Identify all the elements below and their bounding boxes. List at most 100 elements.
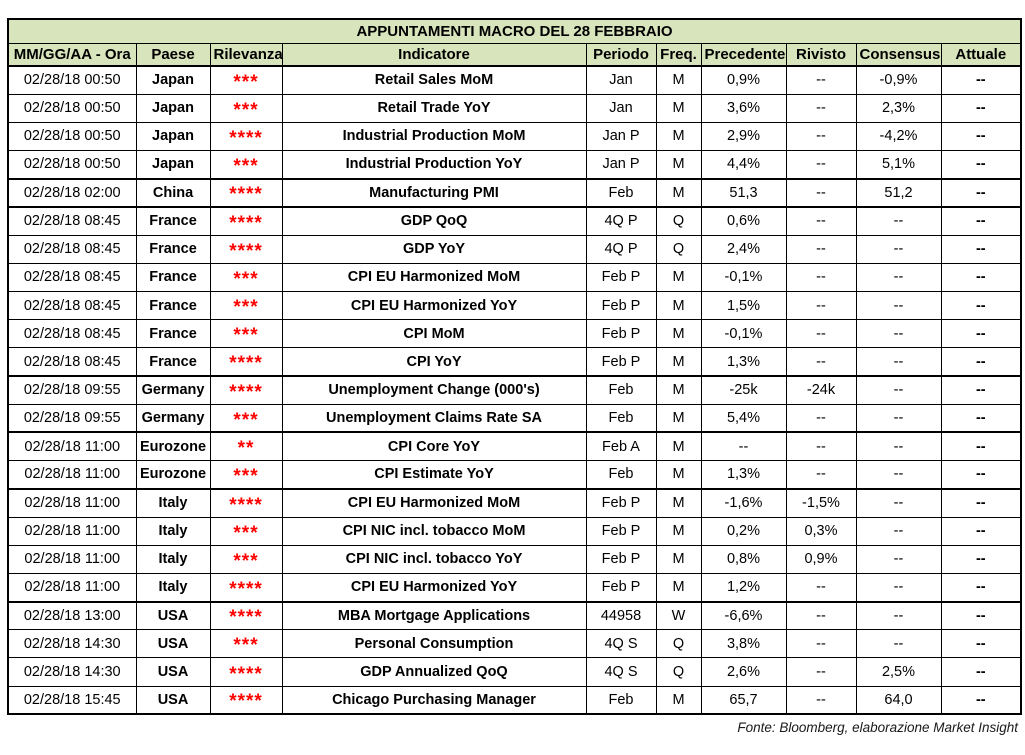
- actual-cell: --: [940, 319, 1022, 349]
- col-header-datetime: MM/GG/AA - Ora: [7, 42, 137, 67]
- relevance-stars: ****: [229, 212, 263, 234]
- frequency-cell: M: [655, 460, 702, 490]
- previous-cell: -6,6%: [700, 600, 787, 631]
- datetime-cell: 02/28/18 08:45: [7, 234, 137, 264]
- frequency-cell: M: [655, 262, 702, 293]
- relevance-cell: ***: [209, 460, 283, 490]
- previous-cell: -25k: [700, 375, 787, 405]
- frequency-cell: Q: [655, 629, 702, 659]
- indicator-cell: Retail Sales MoM: [281, 65, 587, 95]
- indicator-cell: CPI EU Harmonized MoM: [281, 487, 587, 518]
- previous-cell: -1,6%: [700, 487, 787, 518]
- datetime-cell: 02/28/18 14:30: [7, 629, 137, 659]
- frequency-cell: M: [655, 685, 702, 715]
- consensus-cell: --: [855, 234, 942, 264]
- previous-cell: 1,3%: [700, 347, 787, 377]
- consensus-cell: --: [855, 375, 942, 405]
- revised-cell: -1,5%: [785, 487, 857, 518]
- actual-cell: --: [940, 150, 1022, 180]
- col-header-relevance: Rilevanza: [209, 42, 283, 67]
- country-cell: Japan: [135, 65, 211, 95]
- actual-cell: --: [940, 347, 1022, 377]
- frequency-cell: M: [655, 177, 702, 208]
- relevance-stars: ****: [229, 691, 263, 713]
- relevance-cell: ***: [209, 516, 283, 546]
- frequency-cell: M: [655, 516, 702, 546]
- actual-cell: --: [940, 290, 1022, 321]
- period-cell: Feb A: [585, 431, 657, 462]
- relevance-stars: ****: [229, 381, 263, 403]
- relevance-stars: ****: [229, 578, 263, 600]
- col-header-frequency: Freq.: [655, 42, 702, 67]
- country-cell: USA: [135, 600, 211, 631]
- actual-cell: --: [940, 431, 1022, 462]
- consensus-cell: --: [855, 460, 942, 490]
- consensus-cell: 2,5%: [855, 657, 942, 687]
- previous-cell: 1,2%: [700, 572, 787, 603]
- relevance-cell: ***: [209, 65, 283, 95]
- consensus-cell: --: [855, 516, 942, 546]
- previous-cell: 65,7: [700, 685, 787, 715]
- relevance-stars: ****: [229, 184, 263, 206]
- frequency-cell: M: [655, 403, 702, 433]
- consensus-cell: -4,2%: [855, 121, 942, 152]
- table-row: 02/28/18 09:55 Germany *** Unemployment Cla…: [7, 403, 1022, 433]
- datetime-cell: 02/28/18 11:00: [7, 487, 137, 518]
- datetime-cell: 02/28/18 00:50: [7, 121, 137, 152]
- relevance-cell: ****: [209, 234, 283, 264]
- actual-cell: --: [940, 460, 1022, 490]
- relevance-cell: ****: [209, 375, 283, 405]
- revised-cell: --: [785, 460, 857, 490]
- country-cell: Germany: [135, 403, 211, 433]
- relevance-cell: ****: [209, 685, 283, 715]
- relevance-stars: **: [237, 438, 255, 460]
- table-row: 02/28/18 14:30 USA *** Personal Consumption…: [7, 629, 1022, 659]
- previous-cell: 3,6%: [700, 93, 787, 123]
- relevance-stars: ***: [233, 522, 259, 544]
- indicator-cell: CPI EU Harmonized MoM: [281, 262, 587, 293]
- country-cell: France: [135, 234, 211, 264]
- previous-cell: -0,1%: [700, 319, 787, 349]
- table-row: 02/28/18 13:00 USA **** MBA Mortgage Applic…: [7, 600, 1022, 631]
- frequency-cell: Q: [655, 205, 702, 236]
- actual-cell: --: [940, 516, 1022, 546]
- datetime-cell: 02/28/18 11:00: [7, 572, 137, 603]
- relevance-cell: ****: [209, 657, 283, 687]
- period-cell: Feb: [585, 375, 657, 405]
- relevance-stars: ***: [233, 155, 259, 177]
- country-cell: Japan: [135, 121, 211, 152]
- relevance-cell: ***: [209, 319, 283, 349]
- indicator-cell: CPI YoY: [281, 347, 587, 377]
- relevance-cell: ****: [209, 347, 283, 377]
- consensus-cell: --: [855, 544, 942, 574]
- indicator-cell: CPI NIC incl. tobacco MoM: [281, 516, 587, 546]
- country-cell: Japan: [135, 93, 211, 123]
- period-cell: Feb P: [585, 544, 657, 574]
- actual-cell: --: [940, 93, 1022, 123]
- table-row: 02/28/18 11:00 Italy *** CPI NIC incl. toba…: [7, 544, 1022, 574]
- previous-cell: 3,8%: [700, 629, 787, 659]
- previous-cell: 51,3: [700, 177, 787, 208]
- relevance-cell: ***: [209, 93, 283, 123]
- datetime-cell: 02/28/18 11:00: [7, 431, 137, 462]
- consensus-cell: -0,9%: [855, 65, 942, 95]
- source-note: Fonte: Bloomberg, elaborazione Market In…: [737, 720, 1018, 736]
- consensus-cell: --: [855, 629, 942, 659]
- consensus-cell: --: [855, 319, 942, 349]
- country-cell: China: [135, 177, 211, 208]
- consensus-cell: 5,1%: [855, 150, 942, 180]
- datetime-cell: 02/28/18 08:45: [7, 319, 137, 349]
- country-cell: France: [135, 347, 211, 377]
- indicator-cell: Chicago Purchasing Manager: [281, 685, 587, 715]
- revised-cell: --: [785, 234, 857, 264]
- consensus-cell: --: [855, 347, 942, 377]
- indicator-cell: Unemployment Claims Rate SA: [281, 403, 587, 433]
- relevance-stars: ****: [229, 663, 263, 685]
- datetime-cell: 02/28/18 09:55: [7, 403, 137, 433]
- period-cell: Jan P: [585, 121, 657, 152]
- period-cell: Feb: [585, 460, 657, 490]
- datetime-cell: 02/28/18 02:00: [7, 177, 137, 208]
- country-cell: Eurozone: [135, 431, 211, 462]
- datetime-cell: 02/28/18 08:45: [7, 290, 137, 321]
- previous-cell: 1,5%: [700, 290, 787, 321]
